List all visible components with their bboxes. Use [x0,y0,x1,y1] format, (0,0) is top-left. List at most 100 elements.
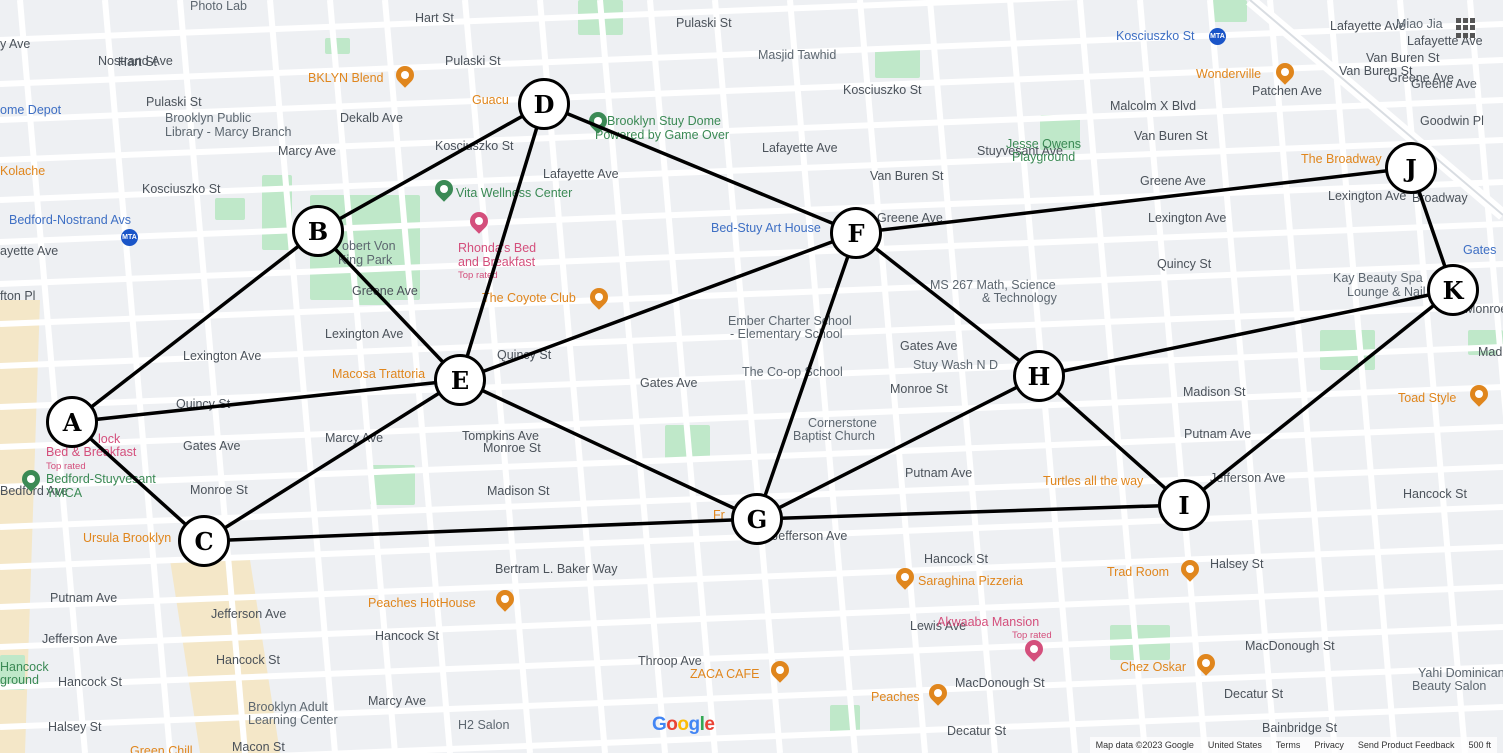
poi-saraghina[interactable]: Saraghina Pizzeria [918,574,1023,588]
poi-ymca-2[interactable]: YMCA [46,486,83,500]
feedback-link[interactable]: Send Product Feedback [1357,740,1455,750]
poi-h2-salon[interactable]: H2 Salon [458,718,510,732]
poi-coyote-club[interactable]: The Coyote Club [482,291,576,305]
street-stuyvesant-ave: Stuyvesant Ave [977,144,1063,158]
metro-icon[interactable]: MTA [121,229,138,246]
poi-co-op-school[interactable]: The Co-op School [742,365,843,379]
street-pulaski-st-2: Pulaski St [445,54,501,68]
poi-fr-cut[interactable]: Fr [713,508,725,522]
street-malcolm-x-blvd: Malcolm X Blvd [1110,99,1197,113]
poi-guacuco[interactable]: Guacu [472,93,509,107]
poi-ms-267-2[interactable]: & Technology [982,291,1057,305]
poi-home-depot[interactable]: ome Depot [0,103,62,117]
edge-G-I [756,503,1185,521]
edge-D-F [543,102,857,235]
graph-node-g: G [731,493,783,545]
street-greene-ave-3: Greene Ave [1140,174,1206,188]
edge-G-H [756,374,1040,521]
poi-rhondas[interactable]: Rhonda's Bed [458,241,537,255]
poi-kay-beauty[interactable]: Kay Beauty Spa [1333,271,1423,285]
poi-hancock-bnb[interactable]: lock [98,432,121,446]
poi-ymca[interactable]: Bedford-Stuyvesant [46,472,156,486]
apps-grid-icon[interactable] [1456,18,1476,38]
street-van-buren-st: Van Buren St [870,169,944,183]
poi-brooklyn-adult-2[interactable]: Learning Center [248,713,338,727]
poi-bedford-nostrand[interactable]: Bedford-Nostrand Avs [9,213,132,227]
poi-hancock-playground[interactable]: Hancock [0,660,49,674]
poi-wonderville[interactable]: Wonderville [1196,67,1262,81]
street-monroe-st-3: Monroe St [890,382,948,396]
poi-chez-oskar[interactable]: Chez Oskar [1120,660,1186,674]
poi-ember-charter[interactable]: Ember Charter School [728,314,852,328]
poi-robert-von-king[interactable]: obert Von [342,239,396,253]
poi-bed-stuy-art[interactable]: Bed-Stuy Art House [711,221,821,235]
street-nostrand-ave: Nostrand Ave [98,54,173,68]
edge-A-C [70,420,206,543]
street-halsey-st: Halsey St [48,720,102,734]
poi-yahi-2[interactable]: Beauty Salon [1412,679,1487,693]
poi-kolache[interactable]: Kolache [0,164,46,178]
street-putnam-ave: Putnam Ave [50,591,118,605]
poi-rhondas-top[interactable]: Top rated [458,270,498,281]
poi-bklyn-blend[interactable]: BKLYN Blend [308,71,384,85]
graph-node-f: F [830,207,882,259]
graph-node-k: K [1427,264,1479,316]
poi-photo-lab[interactable]: Photo Lab [190,0,247,13]
street-putnam-ave-2: Putnam Ave [905,466,973,480]
street-hancock-st-5: Hancock St [1403,487,1467,501]
edge-I-K [1182,288,1455,507]
poi-ms-267[interactable]: MS 267 Math, Science [930,278,1056,292]
poi-green-chili[interactable]: Green Chill [130,744,193,753]
terms-link[interactable]: Terms [1275,740,1301,750]
poi-akwaaba-top[interactable]: Top rated [1012,630,1052,641]
poi-hancock-bnb-top[interactable]: Top rated [46,461,86,472]
poi-akwaaba[interactable]: Akwaaba Mansion [937,615,1040,629]
poi-zaca-cafe[interactable]: ZACA CAFE [690,667,760,681]
street-bainbridge-st: Bainbridge St [1262,721,1338,735]
poi-gates-cut[interactable]: Gates [1463,243,1497,257]
poi-yahi[interactable]: Yahi Dominican [1418,666,1503,680]
poi-cornerstone-2[interactable]: Baptist Church [793,429,875,443]
poi-brooklyn-stuy-dome[interactable]: Brooklyn Stuy Dome [607,114,721,128]
poi-macosa[interactable]: Macosa Trattoria [332,367,426,381]
privacy-link[interactable]: Privacy [1314,740,1344,750]
street-lexington-ave: Lexington Ave [183,349,262,363]
poi-brooklyn-public-library[interactable]: Brooklyn Public [165,111,252,125]
street-hancock-st-2: Hancock St [216,653,280,667]
street-fulton-pl: fton Pl [0,289,36,303]
poi-toad-style[interactable]: Toad Style [1398,391,1457,405]
poi-stuy-wash[interactable]: Stuy Wash N D [913,358,998,372]
metro-icon[interactable]: MTA [1209,28,1226,45]
poi-vita-wellness[interactable]: Vita Wellness Center [456,186,573,200]
street-pulaski-st: Pulaski St [676,16,732,30]
poi-jesse-owens[interactable]: Jesse Owens [1006,137,1082,151]
poi-kosciuszko-station[interactable]: Kosciuszko St [1116,29,1195,43]
poi-peaches-hothouse[interactable]: Peaches HotHouse [368,596,476,610]
poi-trad-room[interactable]: Trad Room [1107,565,1170,579]
street-kosciuszko-st-3: Kosciuszko St [843,83,922,97]
poi-miao-jia[interactable]: Miao Jia [1396,17,1443,31]
edge-F-H [854,231,1041,378]
graph-node-e: E [434,354,486,406]
street-jefferson-ave-2: Jefferson Ave [42,632,118,646]
poi-brooklyn-public-library-2[interactable]: Library - Marcy Branch [165,125,292,139]
poi-cornerstone[interactable]: Cornerstone [808,416,877,430]
edge-F-J [855,166,1412,235]
street-marcy-ave-2: Marcy Ave [325,431,384,445]
poi-peaches[interactable]: Peaches [871,690,920,704]
country-link[interactable]: United States [1207,740,1262,750]
poi-ember-charter-2[interactable]: - Elementary School [730,327,843,341]
poi-hancock-bnb-2[interactable]: Bed & Breakfast [46,445,137,459]
poi-jesse-owens-2[interactable]: Playground [1012,150,1076,164]
poi-brooklyn-adult[interactable]: Brooklyn Adult [248,700,328,714]
poi-ursula[interactable]: Ursula Brooklyn [83,531,172,545]
edge-C-G [203,517,758,543]
poi-turtles[interactable]: Turtles all the way [1043,474,1144,488]
street-halsey-st-2: Halsey St [1210,557,1264,571]
poi-kay-beauty-2[interactable]: Lounge & Nail B [1347,285,1438,299]
poi-robert-von-king-2[interactable]: King Park [338,253,393,267]
poi-hancock-playground-2[interactable]: ground [0,673,39,687]
poi-the-broadway[interactable]: The Broadway [1301,152,1382,166]
poi-masjid-tawhid[interactable]: Masjid Tawhid [758,48,837,62]
